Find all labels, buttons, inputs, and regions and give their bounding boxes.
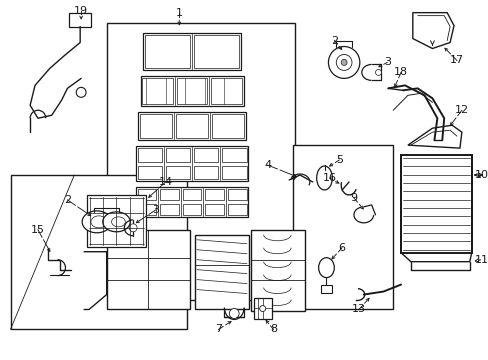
Bar: [137, 166, 162, 179]
Polygon shape: [412, 13, 453, 49]
Bar: [212, 114, 244, 138]
Text: 2: 2: [330, 36, 337, 46]
Text: 18: 18: [393, 67, 407, 77]
Bar: [165, 148, 190, 162]
Text: 9: 9: [350, 193, 357, 203]
Text: 7: 7: [215, 324, 222, 334]
Bar: [183, 204, 201, 215]
Bar: [137, 148, 162, 162]
Bar: [142, 78, 173, 104]
Bar: [135, 187, 248, 217]
Text: 15: 15: [31, 225, 45, 235]
Ellipse shape: [102, 212, 130, 232]
Bar: [87, 195, 145, 247]
Bar: [227, 204, 246, 215]
Bar: [250, 230, 304, 311]
Bar: [194, 35, 239, 68]
Bar: [320, 285, 332, 293]
Bar: [142, 32, 241, 71]
Text: 10: 10: [473, 170, 488, 180]
Bar: [211, 78, 241, 104]
Ellipse shape: [316, 166, 332, 190]
Text: 11: 11: [473, 255, 488, 265]
Text: 3: 3: [383, 58, 390, 67]
Bar: [400, 155, 471, 253]
Bar: [140, 114, 172, 138]
Bar: [222, 166, 246, 179]
Text: 8: 8: [269, 324, 277, 334]
Bar: [194, 148, 218, 162]
Polygon shape: [407, 125, 461, 148]
Bar: [137, 204, 156, 215]
Polygon shape: [106, 23, 294, 300]
Bar: [205, 189, 224, 200]
Text: 4: 4: [264, 160, 271, 170]
Bar: [106, 230, 190, 310]
Text: 6: 6: [338, 243, 345, 253]
Circle shape: [375, 69, 381, 75]
Ellipse shape: [91, 216, 106, 228]
Bar: [135, 146, 248, 181]
Bar: [227, 189, 246, 200]
Text: 3: 3: [152, 205, 159, 215]
Text: 16: 16: [322, 173, 336, 183]
Bar: [140, 76, 243, 106]
Bar: [144, 35, 190, 68]
Bar: [165, 166, 190, 179]
Text: 19: 19: [74, 6, 88, 15]
Bar: [253, 298, 271, 319]
Text: 2: 2: [64, 195, 71, 205]
Circle shape: [341, 59, 346, 66]
Bar: [205, 204, 224, 215]
Circle shape: [229, 309, 239, 319]
Text: 14: 14: [158, 177, 172, 187]
Bar: [176, 114, 207, 138]
Circle shape: [76, 87, 86, 97]
Text: 12: 12: [454, 105, 468, 115]
Ellipse shape: [82, 211, 111, 233]
Bar: [222, 148, 246, 162]
Text: 5: 5: [335, 155, 342, 165]
Text: 1: 1: [175, 8, 183, 18]
Bar: [137, 189, 156, 200]
Circle shape: [336, 54, 351, 71]
Bar: [69, 13, 91, 27]
Circle shape: [129, 224, 137, 232]
Bar: [160, 189, 179, 200]
Bar: [194, 166, 218, 179]
Bar: [183, 189, 201, 200]
Circle shape: [328, 46, 359, 78]
Bar: [177, 78, 207, 104]
Ellipse shape: [111, 217, 125, 227]
Text: 17: 17: [449, 55, 463, 66]
Bar: [138, 112, 245, 140]
Circle shape: [259, 306, 265, 311]
Text: 13: 13: [351, 305, 365, 315]
Polygon shape: [292, 145, 392, 310]
Bar: [195, 235, 248, 310]
Bar: [160, 204, 179, 215]
Polygon shape: [10, 175, 187, 329]
Ellipse shape: [318, 258, 334, 278]
